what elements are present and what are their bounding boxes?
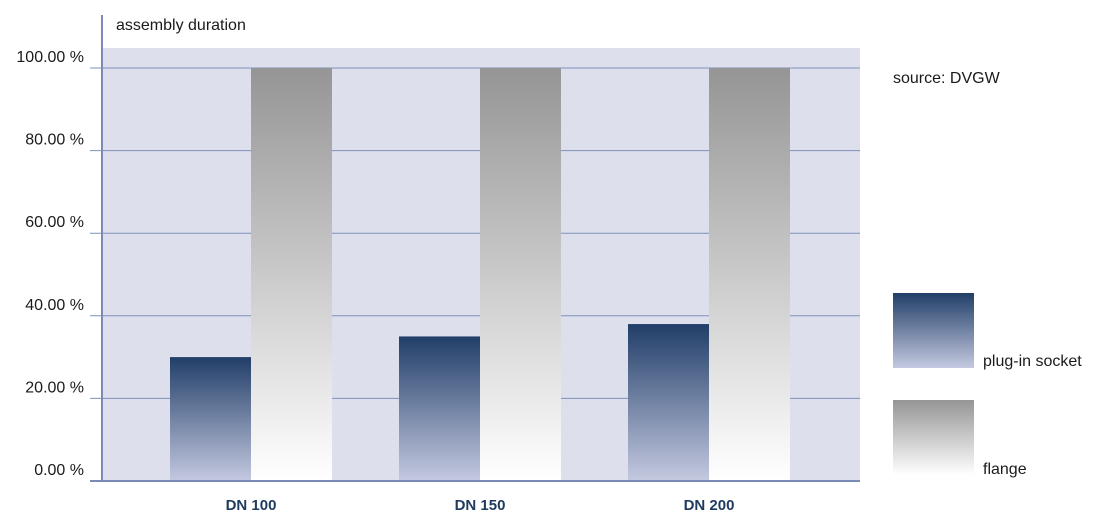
x-category-label: DN 200 bbox=[684, 497, 735, 514]
y-tick-label: 20.00 % bbox=[25, 379, 84, 396]
x-category-label: DN 100 bbox=[226, 497, 277, 514]
bar-flange bbox=[709, 68, 790, 481]
source-annotation: source: DVGW bbox=[893, 70, 1001, 87]
category-labels: DN 100 DN 150 DN 200 bbox=[226, 497, 735, 514]
legend-label-flange: flange bbox=[983, 461, 1027, 478]
bar-plug-in-socket bbox=[170, 357, 251, 481]
axes bbox=[90, 15, 860, 482]
x-category-label: DN 150 bbox=[455, 497, 506, 514]
y-tick-label: 0.00 % bbox=[34, 462, 84, 479]
bar-plug-in-socket bbox=[399, 336, 480, 481]
legend: plug-in socket flange bbox=[893, 293, 1082, 478]
legend-swatch-socket bbox=[893, 293, 974, 368]
bar-flange bbox=[251, 68, 332, 481]
y-axis-label: assembly duration bbox=[116, 17, 246, 34]
y-tick-label: 80.00 % bbox=[25, 132, 84, 149]
y-tick-labels: 0.00 % 20.00 % 40.00 % 60.00 % 80.00 % 100.00… bbox=[16, 49, 84, 479]
bar-flange bbox=[480, 68, 561, 481]
legend-swatch-flange bbox=[893, 400, 974, 475]
y-tick-label: 40.00 % bbox=[25, 297, 84, 314]
bar-plug-in-socket bbox=[628, 324, 709, 481]
bars bbox=[170, 68, 790, 481]
legend-label-socket: plug-in socket bbox=[983, 353, 1082, 370]
y-tick-label: 100.00 % bbox=[16, 49, 84, 66]
y-tick-label: 60.00 % bbox=[25, 214, 84, 231]
